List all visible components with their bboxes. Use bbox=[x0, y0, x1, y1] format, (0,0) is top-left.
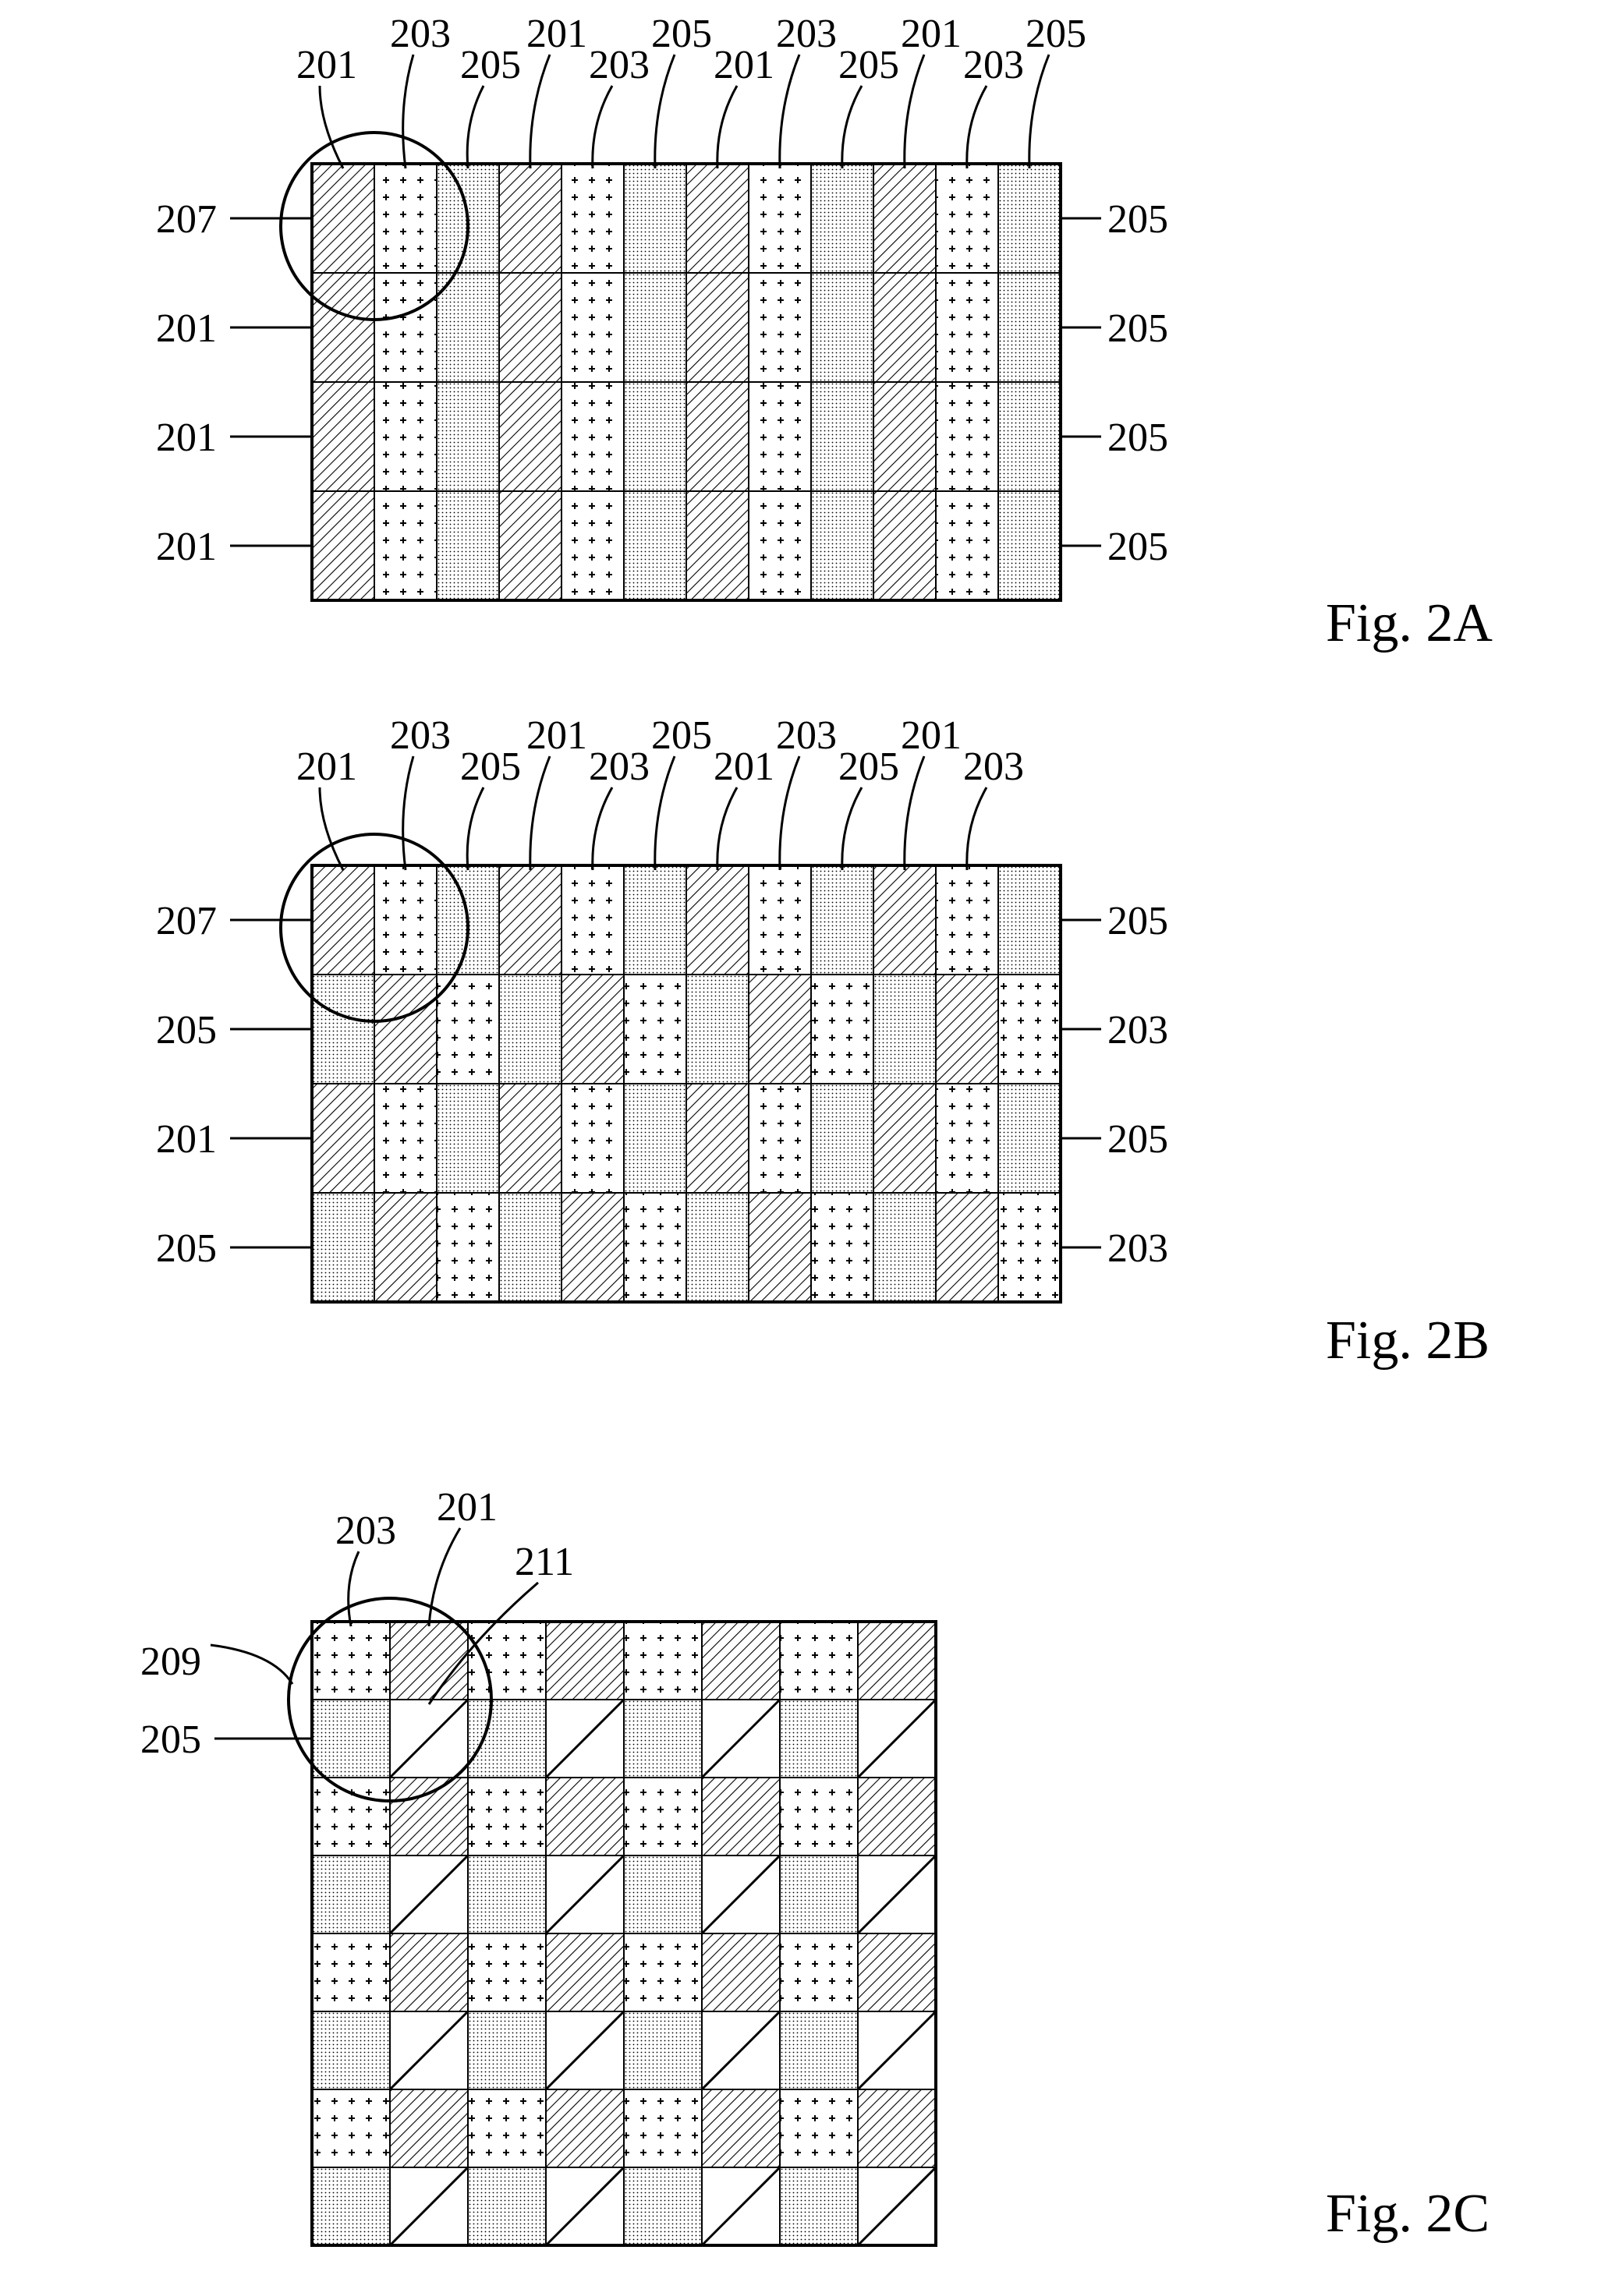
ref-label-201: 201 bbox=[437, 1485, 498, 1530]
ref-label-205: 205 bbox=[1107, 525, 1168, 569]
ref-label-203: 203 bbox=[1107, 1008, 1168, 1052]
ref-label-209: 209 bbox=[140, 1640, 201, 1684]
figure-label-A: Fig. 2A bbox=[1326, 593, 1493, 655]
ref-label-203: 203 bbox=[963, 43, 1024, 87]
ref-label-211: 211 bbox=[515, 1540, 574, 1584]
figure-canvas: 2012032052012032052012032052012032052072… bbox=[0, 0, 1619, 2296]
ref-label-205: 205 bbox=[460, 745, 521, 789]
ref-label-205: 205 bbox=[1107, 1117, 1168, 1162]
ref-label-201: 201 bbox=[156, 525, 217, 569]
ref-label-207: 207 bbox=[156, 197, 217, 242]
ref-label-203: 203 bbox=[963, 745, 1024, 789]
ref-label-205: 205 bbox=[156, 1008, 217, 1052]
ref-label-203: 203 bbox=[776, 713, 837, 758]
ref-label-201: 201 bbox=[714, 43, 774, 87]
ref-label-205: 205 bbox=[1107, 416, 1168, 460]
ref-label-203: 203 bbox=[335, 1509, 396, 1553]
figure-B: 2012032052012032052012032052012032072052… bbox=[156, 713, 1168, 1302]
figure-label-C: Fig. 2C bbox=[1326, 2183, 1490, 2245]
ref-label-203: 203 bbox=[1107, 1226, 1168, 1271]
ref-label-205: 205 bbox=[651, 12, 712, 56]
ref-label-205: 205 bbox=[1107, 306, 1168, 351]
ref-label-201: 201 bbox=[296, 745, 357, 789]
ref-label-205: 205 bbox=[1026, 12, 1086, 56]
ref-label-205: 205 bbox=[156, 1226, 217, 1271]
ref-label-201: 201 bbox=[156, 1117, 217, 1162]
ref-label-201: 201 bbox=[901, 12, 962, 56]
ref-label-205: 205 bbox=[1107, 197, 1168, 242]
ref-label-207: 207 bbox=[156, 899, 217, 943]
figure-A: 2012032052012032052012032052012032052072… bbox=[156, 12, 1168, 600]
ref-label-201: 201 bbox=[296, 43, 357, 87]
ref-label-201: 201 bbox=[526, 12, 587, 56]
ref-label-205: 205 bbox=[838, 745, 899, 789]
ref-label-203: 203 bbox=[589, 43, 650, 87]
ref-label-201: 201 bbox=[714, 745, 774, 789]
ref-label-205: 205 bbox=[1107, 899, 1168, 943]
ref-label-203: 203 bbox=[390, 12, 451, 56]
ref-label-203: 203 bbox=[589, 745, 650, 789]
ref-label-203: 203 bbox=[390, 713, 451, 758]
ref-label-201: 201 bbox=[901, 713, 962, 758]
figure-C: 203 201 211 209 205 bbox=[140, 1485, 936, 2245]
ref-label-205: 205 bbox=[140, 1718, 201, 1762]
ref-label-205: 205 bbox=[838, 43, 899, 87]
ref-label-201: 201 bbox=[526, 713, 587, 758]
ref-label-205: 205 bbox=[651, 713, 712, 758]
ref-label-205: 205 bbox=[460, 43, 521, 87]
ref-label-201: 201 bbox=[156, 416, 217, 460]
ref-label-203: 203 bbox=[776, 12, 837, 56]
figure-label-B: Fig. 2B bbox=[1326, 1310, 1490, 1372]
ref-label-201: 201 bbox=[156, 306, 217, 351]
